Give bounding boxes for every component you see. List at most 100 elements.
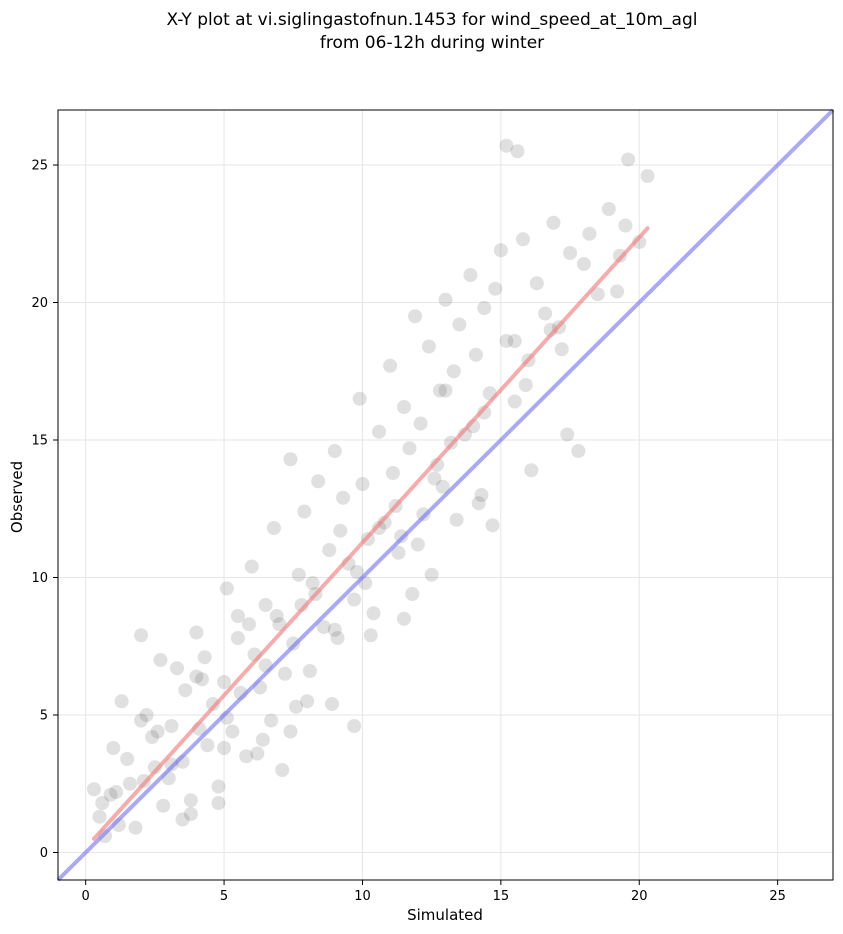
data-point: [355, 477, 370, 491]
data-point: [206, 697, 220, 711]
data-point: [435, 479, 450, 494]
data-point: [103, 787, 118, 802]
data-point: [590, 287, 605, 302]
data-point: [449, 512, 464, 527]
data-point: [244, 559, 259, 574]
data-point: [571, 444, 586, 458]
data-point: [507, 334, 522, 348]
x-tick-label: 25: [769, 889, 786, 904]
data-point: [291, 567, 306, 582]
data-point: [109, 785, 124, 799]
data-point: [183, 807, 198, 821]
x-axis-label: Simulated: [407, 906, 483, 924]
data-point: [217, 675, 232, 689]
data-point: [377, 515, 392, 530]
data-point: [283, 452, 298, 467]
chart-title-line-2: from 06-12h during winter: [320, 33, 544, 53]
y-tick-label: 10: [31, 571, 48, 586]
data-point: [239, 749, 254, 764]
grid: [58, 110, 833, 880]
data-point: [145, 730, 160, 744]
data-point: [241, 617, 256, 632]
data-point: [427, 471, 442, 486]
data-point: [621, 152, 636, 167]
y-tick-label: 0: [40, 846, 48, 861]
data-point: [452, 317, 467, 332]
data-point: [366, 606, 381, 621]
data-point: [217, 741, 232, 755]
data-point: [405, 587, 420, 601]
data-point: [183, 793, 198, 808]
data-point: [507, 394, 522, 409]
fit-line: [91, 226, 650, 841]
data-point: [95, 796, 110, 810]
data-point: [134, 628, 149, 643]
data-point: [255, 732, 270, 747]
data-point: [352, 391, 367, 406]
data-point: [477, 301, 492, 315]
identity-line: [56, 108, 835, 882]
data-point: [225, 724, 240, 739]
x-axis-ticks: 0 5 10 15 20 25: [82, 880, 786, 904]
data-point: [327, 622, 342, 637]
reference-lines: [56, 108, 835, 882]
data-point: [538, 306, 553, 321]
data-point: [322, 543, 337, 557]
data-point: [524, 463, 539, 478]
data-point: [336, 490, 351, 505]
data-point: [289, 699, 304, 714]
data-point: [391, 545, 406, 560]
data-point: [92, 809, 107, 824]
data-point: [139, 708, 154, 722]
data-point: [156, 798, 171, 813]
data-point: [258, 598, 273, 612]
chart-title-line-1: X-Y plot at vi.siglingastofnun.1453 for …: [166, 10, 697, 30]
data-point: [408, 309, 423, 324]
data-point: [485, 518, 500, 533]
data-point: [175, 812, 190, 827]
data-point: [170, 661, 185, 676]
data-point: [576, 257, 591, 271]
data-point: [230, 609, 245, 623]
data-point: [330, 631, 345, 645]
plot-area-frame: [57, 109, 834, 881]
data-point: [311, 474, 326, 489]
data-point: [178, 683, 193, 698]
data-point: [147, 760, 162, 775]
data-point: [275, 763, 290, 777]
data-point: [269, 609, 284, 623]
data-point: [385, 466, 400, 480]
data-point: [200, 738, 215, 753]
data-point: [372, 521, 387, 535]
data-point: [601, 202, 616, 216]
data-point: [250, 746, 265, 761]
data-point: [128, 820, 143, 835]
data-point: [189, 625, 204, 640]
data-point: [488, 281, 503, 296]
data-point: [640, 169, 655, 183]
data-point: [471, 496, 486, 511]
x-tick-label: 0: [82, 889, 90, 904]
data-point: [516, 232, 530, 247]
data-point: [383, 358, 398, 373]
data-point: [421, 339, 436, 354]
y-axis-label: Observed: [8, 461, 26, 533]
data-point: [264, 713, 279, 728]
data-point: [333, 523, 348, 538]
data-point: [396, 400, 411, 414]
x-tick-label: 20: [631, 889, 648, 904]
data-point: [219, 581, 234, 596]
data-point: [347, 719, 362, 733]
y-tick-label: 5: [40, 709, 48, 724]
y-tick-label: 20: [31, 296, 48, 311]
data-point: [499, 138, 514, 153]
data-point: [194, 672, 209, 687]
data-point: [211, 779, 226, 794]
data-point: [402, 441, 417, 456]
data-point: [189, 669, 204, 684]
data-point: [347, 592, 362, 607]
data-point: [300, 694, 315, 709]
data-point: [297, 504, 312, 519]
data-point: [164, 719, 179, 733]
